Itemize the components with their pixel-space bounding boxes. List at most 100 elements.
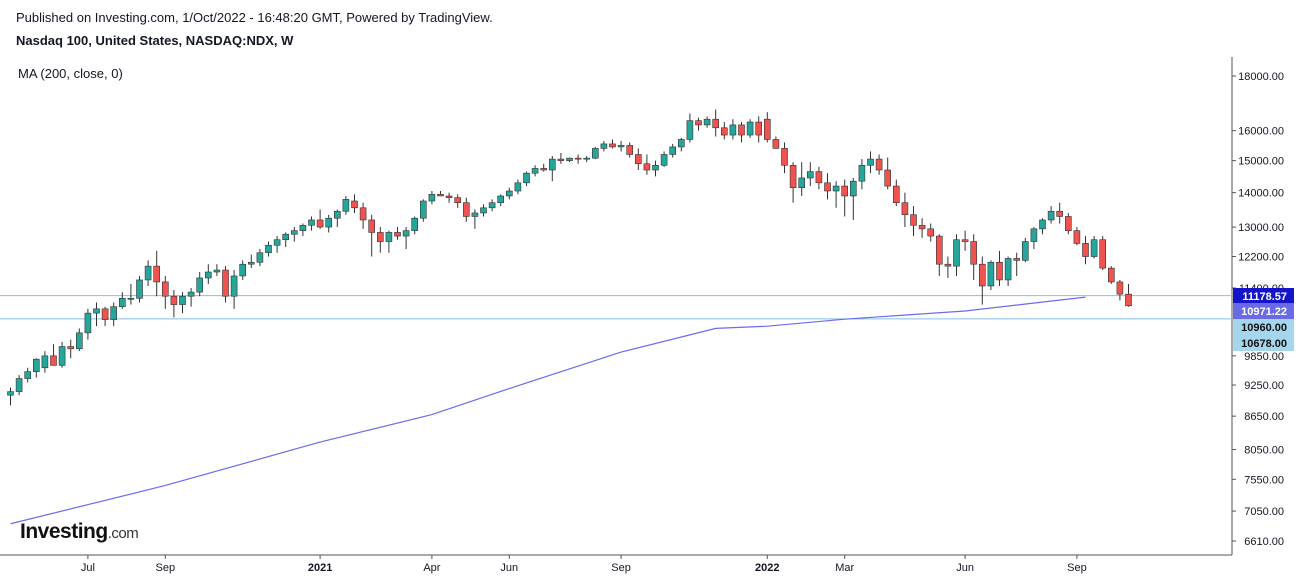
candle-body xyxy=(205,271,212,279)
candle xyxy=(316,209,324,229)
candle-body xyxy=(419,200,427,219)
candle-body xyxy=(411,217,419,231)
candle xyxy=(385,230,393,253)
candle-body xyxy=(634,154,642,165)
candle xyxy=(703,116,711,128)
x-tick-label: 2021 xyxy=(308,562,332,574)
candle xyxy=(144,260,152,286)
candle-body xyxy=(394,232,401,237)
candle-body xyxy=(970,241,978,265)
candle xyxy=(609,139,616,149)
candle-body xyxy=(987,261,995,287)
candle-body xyxy=(119,298,126,308)
candle xyxy=(471,209,479,229)
candle xyxy=(695,117,702,131)
candle-body xyxy=(179,295,186,305)
y-tick-label: 6610.00 xyxy=(1244,536,1284,548)
x-tick-label: Mar xyxy=(835,562,854,574)
candle-body xyxy=(815,171,823,184)
candle xyxy=(136,275,143,303)
price-label-text: 10678.00 xyxy=(1241,338,1287,350)
price-label-text: 11178.57 xyxy=(1242,291,1287,303)
candle-body xyxy=(540,168,548,171)
candle-body xyxy=(290,230,298,235)
candle-body xyxy=(342,199,350,212)
candle xyxy=(935,234,943,276)
candle-body xyxy=(953,239,960,267)
candle xyxy=(660,151,668,167)
candle xyxy=(789,162,797,203)
candle-body xyxy=(24,371,32,379)
candle xyxy=(763,112,771,143)
candle xyxy=(1108,266,1115,284)
candle xyxy=(540,163,548,172)
candle-body xyxy=(136,279,143,299)
candle-body xyxy=(273,239,281,246)
candle xyxy=(583,156,591,163)
candle xyxy=(927,223,935,242)
x-tick-label: Jun xyxy=(956,562,974,574)
y-tick-label: 8650.00 xyxy=(1244,411,1284,423)
candle xyxy=(402,227,410,249)
candle-body xyxy=(265,244,272,254)
candle-body xyxy=(523,172,530,184)
candle-body xyxy=(488,202,496,209)
candle-body xyxy=(824,182,831,192)
candle-body xyxy=(609,143,616,148)
candle xyxy=(772,136,780,149)
candle xyxy=(712,109,720,137)
level-label: 10960.00 xyxy=(1233,319,1294,335)
candle xyxy=(910,206,917,237)
candle xyxy=(239,260,246,280)
candle xyxy=(652,160,659,177)
candle xyxy=(497,194,505,207)
candle-body xyxy=(256,252,264,263)
candle xyxy=(892,179,900,207)
candle xyxy=(1125,283,1132,307)
candle-body xyxy=(901,202,909,216)
candle-body xyxy=(867,158,874,166)
candle xyxy=(875,154,883,175)
candle-body xyxy=(41,355,49,369)
candle-body xyxy=(729,124,737,136)
candle-body xyxy=(703,118,711,126)
candle-body xyxy=(162,281,169,297)
candle xyxy=(84,308,92,340)
candle xyxy=(480,204,487,217)
candle-body xyxy=(196,277,203,293)
candle xyxy=(93,302,100,327)
candle xyxy=(428,190,436,205)
candle xyxy=(376,227,384,253)
candle-body xyxy=(763,118,771,140)
candle xyxy=(76,328,83,352)
candle xyxy=(419,199,427,222)
candle-body xyxy=(961,239,969,242)
candle-body xyxy=(127,298,135,300)
indicator-label: MA (200, close, 0) xyxy=(18,66,123,81)
candle xyxy=(230,270,238,309)
candle-body xyxy=(566,157,573,161)
candle xyxy=(222,266,229,303)
candle xyxy=(944,256,952,278)
candle xyxy=(1082,236,1089,265)
candle xyxy=(901,192,909,228)
candle xyxy=(824,173,831,200)
candle xyxy=(720,122,728,140)
candle xyxy=(368,214,376,257)
y-tick-label: 15000.00 xyxy=(1238,156,1284,168)
candle xyxy=(1099,236,1106,271)
candle-body xyxy=(832,185,840,192)
candle xyxy=(867,151,874,174)
candle-body xyxy=(1082,243,1089,257)
candle xyxy=(299,223,307,237)
candle xyxy=(1065,212,1072,235)
price-label-box xyxy=(1233,303,1294,319)
candle xyxy=(127,283,135,305)
candle xyxy=(445,192,453,203)
candle-body xyxy=(471,212,479,217)
candle-body xyxy=(93,308,100,314)
candle-body xyxy=(170,295,178,305)
x-tick-label: 2022 xyxy=(755,562,779,574)
candle-body xyxy=(153,265,160,283)
candle xyxy=(351,194,358,213)
